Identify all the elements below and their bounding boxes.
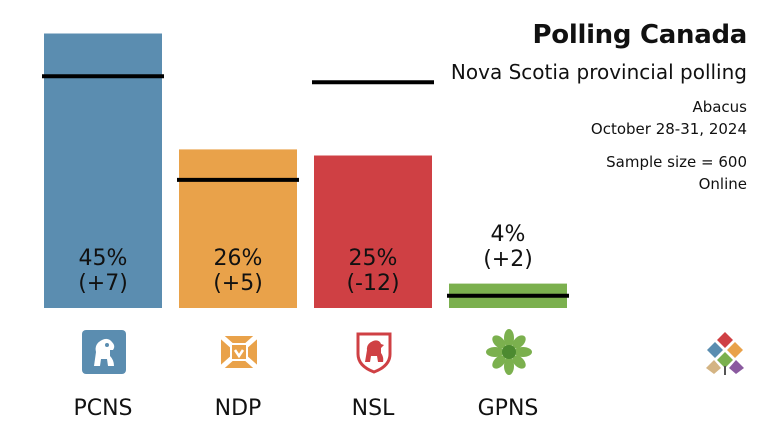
chart-title: Polling Canada: [532, 20, 748, 50]
gpns-sunflower-icon: [486, 329, 532, 375]
party-name-pcns: PCNS: [73, 396, 133, 421]
data-label-gpns: 4% (+2): [449, 222, 567, 272]
party-name-gpns: GPNS: [477, 396, 539, 421]
polling-canada-logo: [706, 332, 744, 375]
pollster-name: Abacus: [692, 98, 747, 116]
bar-nsl: [314, 155, 432, 308]
value-label-pcns: 45%: [78, 246, 128, 271]
poll-mode: Online: [698, 175, 747, 193]
pcns-lion-icon: [82, 330, 126, 374]
bar-pcns: [44, 33, 162, 308]
party-name-ndp: NDP: [214, 396, 262, 421]
nsl-shield-icon: [356, 332, 392, 374]
data-label-ndp: 26% (+5): [179, 246, 297, 296]
data-label-pcns: 45% (+7): [44, 246, 162, 296]
change-label-gpns: (+2): [483, 246, 533, 272]
value-label-nsl: 25%: [348, 246, 398, 271]
poll-dates: October 28-31, 2024: [590, 120, 747, 138]
change-label-nsl: (-12): [346, 271, 400, 296]
change-label-pcns: (+7): [78, 271, 128, 296]
data-label-nsl: 25% (-12): [314, 246, 432, 296]
value-label-gpns: 4%: [490, 221, 526, 247]
chart-subtitle: Nova Scotia provincial polling: [450, 60, 747, 84]
ndp-flag-icon: [219, 334, 259, 370]
party-name-nsl: NSL: [351, 396, 395, 421]
value-label-ndp: 26%: [213, 246, 263, 271]
change-label-ndp: (+5): [213, 271, 263, 296]
bar-ndp: [179, 149, 297, 308]
sample-size: Sample size = 600: [606, 153, 747, 171]
